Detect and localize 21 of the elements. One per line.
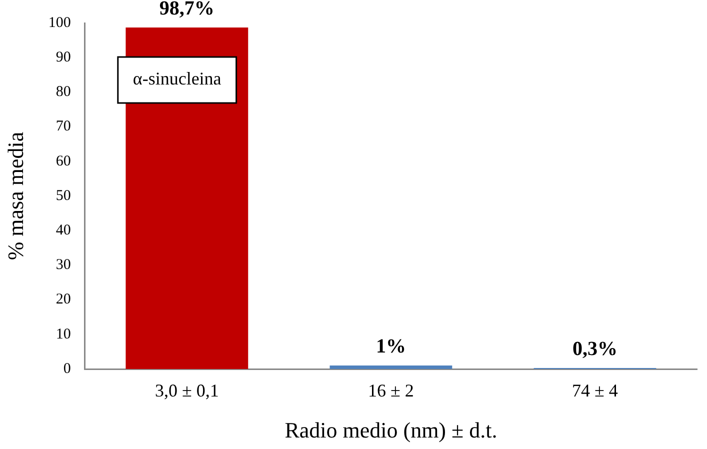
x-tick-label: 74 ± 4 (572, 380, 618, 401)
x-tick-label: 16 ± 2 (368, 380, 414, 401)
y-axis-title: % masa media (2, 132, 28, 260)
x-tick-label: 3,0 ± 0,1 (154, 380, 219, 401)
data-label: 0,3% (572, 338, 618, 360)
y-tick-label: 0 (63, 360, 71, 377)
annotation: α-sinucleina (132, 68, 222, 89)
data-label: 98,7% (159, 0, 214, 20)
y-tick-label: 30 (56, 257, 71, 274)
y-tick-label: 10 (56, 326, 71, 342)
y-tick-label: 40 (56, 222, 71, 239)
bar (330, 366, 452, 369)
data-label: 1% (376, 336, 406, 358)
y-tick-label: 90 (56, 50, 71, 66)
y-tick-label: 20 (56, 292, 71, 308)
y-tick-label: 80 (56, 84, 71, 100)
y-tick-label: 70 (56, 118, 71, 135)
y-tick-label: 50 (56, 188, 71, 204)
y-tick-label: 100 (48, 14, 71, 31)
y-tick-label: 60 (56, 153, 71, 170)
x-axis-title: Radio medio (nm) ± d.t. (284, 418, 498, 443)
